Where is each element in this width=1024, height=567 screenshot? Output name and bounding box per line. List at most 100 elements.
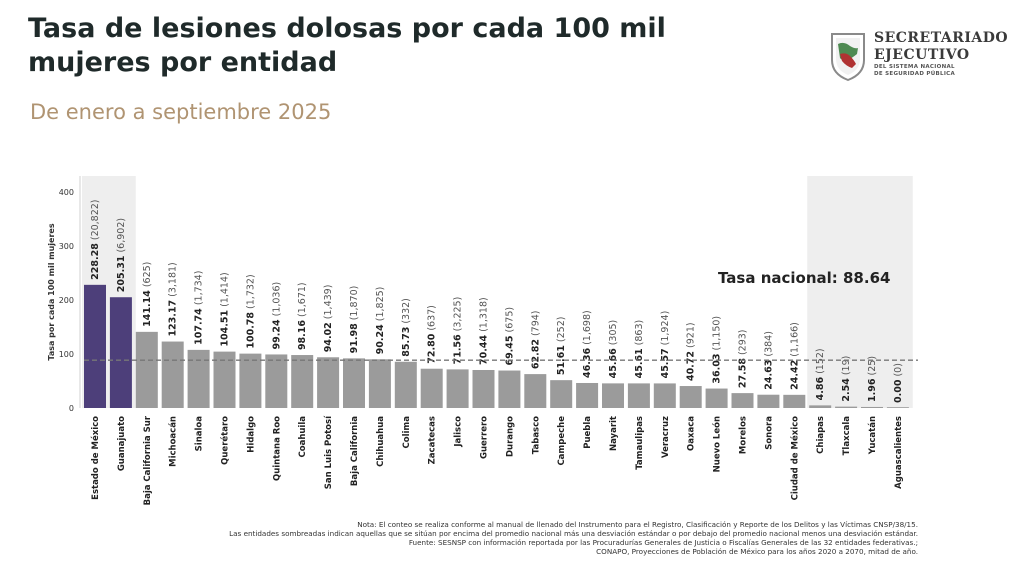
value-count: (1,166) (789, 322, 800, 360)
page-subtitle: De enero a septiembre 2025 (30, 100, 332, 124)
bar (886, 407, 909, 408)
value-count: (152) (815, 348, 826, 377)
value-number: 98.16 (297, 320, 308, 350)
value-label: 36.03 (1,150) (712, 316, 723, 384)
value-number: 27.58 (738, 358, 749, 388)
value-count: (675) (504, 307, 515, 336)
category-label: Michoacán (169, 416, 179, 467)
logo-line-1: SECRETARIADO (874, 30, 1009, 46)
value-count: (1,698) (582, 310, 593, 348)
value-number: 99.24 (271, 319, 282, 349)
value-number: 24.63 (763, 360, 774, 390)
value-label: 70.44 (1,318) (479, 297, 490, 365)
category-label: San Luis Potosí (324, 415, 334, 489)
value-number: 205.31 (116, 256, 127, 293)
value-label: 94.02 (1,439) (323, 285, 334, 353)
category-label: Morelos (739, 416, 749, 454)
value-number: 104.51 (220, 310, 231, 347)
value-label: 1.96 (25) (867, 356, 878, 402)
value-count: (1,036) (271, 282, 282, 320)
value-label: 104.51 (1,414) (220, 272, 231, 346)
value-label: 205.31 (6,902) (116, 218, 127, 292)
category-label: Campeche (557, 416, 567, 466)
value-number: 91.98 (349, 323, 360, 353)
bar (783, 394, 806, 408)
note-line-1: Nota: El conteo se realiza conforme al m… (357, 520, 918, 529)
note-line-4: CONAPO, Proyecciones de Población de Méx… (596, 547, 918, 556)
value-count: (1,439) (323, 285, 334, 323)
value-number: 100.78 (245, 312, 256, 349)
value-count: (384) (763, 331, 774, 360)
category-label: Baja California (350, 416, 360, 486)
value-count: (6,902) (116, 218, 127, 256)
category-label: Puebla (583, 416, 593, 449)
bar (84, 284, 106, 408)
bar (861, 406, 883, 408)
bar (705, 388, 728, 408)
value-label: 228.28 (20,822) (90, 199, 101, 279)
value-number: 45.61 (634, 348, 645, 378)
bar (835, 406, 858, 408)
value-label: 90.24 (1,825) (375, 287, 386, 355)
value-number: 2.54 (841, 378, 852, 402)
category-label: Coahuila (298, 416, 308, 458)
bar (602, 383, 624, 408)
value-number: 51.61 (556, 345, 567, 375)
value-number: 107.74 (194, 308, 205, 345)
value-label: 123.17 (3,181) (168, 262, 179, 336)
category-label: Hidalgo (246, 416, 256, 453)
category-label: Oaxaca (687, 416, 697, 451)
value-count: (637) (427, 305, 438, 334)
value-count: (293) (738, 329, 749, 358)
category-label: Nuevo León (712, 416, 723, 472)
shield-emblem-icon (831, 33, 865, 82)
value-label: 27.58 (293) (738, 329, 749, 388)
value-count: (625) (142, 262, 153, 291)
bar (757, 394, 780, 408)
value-number: 85.73 (401, 327, 412, 357)
value-label: 45.57 (1,924) (660, 311, 671, 379)
value-number: 62.82 (530, 339, 541, 369)
value-number: 228.28 (90, 243, 101, 280)
value-number: 45.57 (660, 348, 671, 378)
value-count: (1,734) (194, 271, 205, 309)
category-label: Quintana Roo (272, 416, 282, 481)
secretariado-logo: SECRETARIADO EJECUTIVO DEL SISTEMA NACIO… (828, 30, 1008, 85)
y-tick-label: 200 (59, 296, 74, 305)
value-label: 46.36 (1,698) (582, 310, 593, 378)
category-label: Veracruz (661, 416, 671, 458)
value-label: 0.00 (0) (893, 363, 904, 403)
value-count: (1,150) (712, 316, 723, 354)
shaded-band (807, 176, 913, 408)
value-number: 4.86 (815, 377, 826, 401)
value-label: 24.63 (384) (763, 331, 774, 390)
chart-notes: Nota: El conteo se realiza conforme al m… (18, 520, 918, 556)
bar (317, 357, 340, 408)
value-number: 141.14 (142, 290, 153, 327)
bar (653, 383, 676, 408)
bar (731, 393, 754, 408)
value-label: 85.73 (332) (401, 298, 412, 357)
value-label: 40.72 (921) (686, 322, 697, 381)
value-number: 71.56 (453, 334, 464, 364)
note-line-2: Las entidades sombreadas indican aquella… (229, 529, 918, 538)
value-count: (1,732) (245, 274, 256, 312)
value-label: 141.14 (625) (142, 262, 153, 327)
value-label: 98.16 (1,671) (297, 282, 308, 350)
category-label: Tlaxcala (842, 416, 852, 456)
value-number: 46.36 (582, 348, 593, 378)
value-label: 72.80 (637) (427, 305, 438, 364)
category-label: Aguascalientes (894, 416, 904, 489)
bar (265, 354, 288, 408)
bar (394, 361, 417, 408)
value-label: 71.56 (3,225) (453, 297, 464, 365)
category-label: Zacatecas (428, 416, 438, 464)
value-label: 91.98 (1,870) (349, 286, 360, 354)
value-count: (3,181) (168, 262, 179, 300)
value-label: 62.82 (794) (530, 310, 541, 369)
bar (627, 383, 650, 408)
category-label: Guanajuato (117, 416, 127, 471)
value-count: (0) (893, 363, 904, 379)
category-label: Chihuahua (376, 416, 386, 467)
